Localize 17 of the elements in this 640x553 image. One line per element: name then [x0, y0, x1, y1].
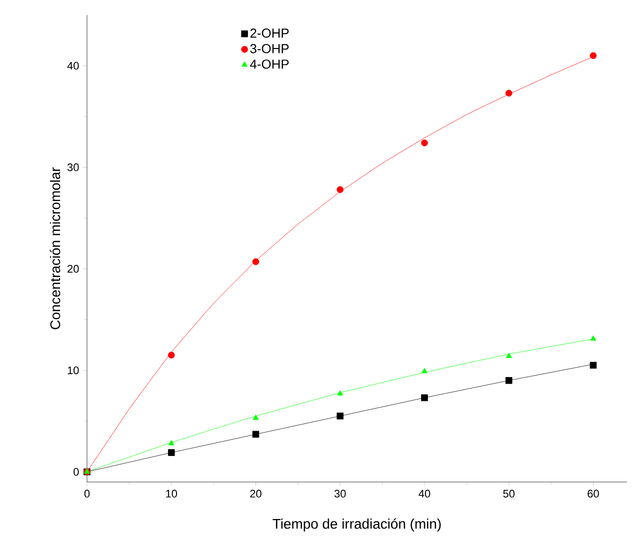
y-axis-title: Concentración micromolar	[50, 167, 60, 330]
legend-label: 3-OHP	[250, 44, 289, 54]
y-tick-label: 30	[67, 163, 79, 172]
x-tick-label: 0	[84, 490, 90, 498]
x-tick-label: 60	[588, 490, 599, 498]
x-tick-label: 20	[250, 490, 262, 498]
x-axis-title: Tiempo de irradiación (min)	[272, 518, 441, 532]
x-tick-label: 50	[503, 490, 515, 498]
y-tick-label: 10	[68, 366, 79, 374]
legend-label: 2-OHP	[250, 28, 289, 38]
x-tick-label: 40	[418, 490, 430, 498]
legend-label: 4-OHP	[250, 60, 289, 69]
x-tick-label: 10	[166, 490, 178, 498]
y-tick-label: 40	[67, 62, 79, 70]
x-tick-label: 30	[334, 490, 346, 498]
y-tick-label: 20	[68, 264, 79, 273]
y-tick-label: 0	[74, 468, 79, 476]
